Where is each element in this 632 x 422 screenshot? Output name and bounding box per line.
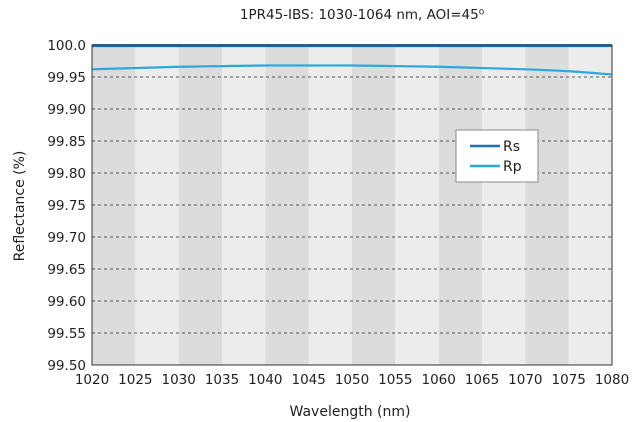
y-tick-labels: 99.50 99.55 99.60 99.65 99.70 99.75 99.80 99.85… [47, 38, 86, 374]
legend-box [455, 129, 539, 183]
chart-title: 1PR45-IBS: 1030-1064 nm, AOI=45⁰ [240, 7, 484, 23]
series-lines [91, 44, 613, 76]
x-tick-label: 1065 [465, 372, 499, 388]
y-tick-label: 99.80 [47, 166, 86, 182]
y-tick-label: 99.75 [47, 198, 86, 214]
x-tick-label: 1075 [551, 372, 585, 388]
y-tick-label: 99.85 [47, 134, 86, 150]
x-tick-label: 1030 [161, 372, 195, 388]
x-tick-label: 1055 [378, 372, 412, 388]
y-axis-title: Reflectance (%) [12, 151, 28, 262]
series-line-rp [91, 64, 613, 76]
legend-label-rs: Rs [503, 139, 520, 155]
x-tick-label: 1045 [291, 372, 325, 388]
x-tick-label: 1070 [508, 372, 542, 388]
x-axis-title: Wavelength (nm) [290, 404, 411, 420]
y-tick-label: 99.55 [47, 326, 86, 342]
y-tick-label: 99.95 [47, 70, 86, 86]
x-tick-label: 1080 [595, 372, 629, 388]
x-tick-label: 1050 [335, 372, 369, 388]
x-tick-label: 1025 [118, 372, 152, 388]
legend-label-rp: Rp [503, 159, 522, 175]
x-tick-label: 1060 [421, 372, 455, 388]
legend: Rs Rp [455, 129, 539, 183]
x-tick-labels: 1020 1025 1030 1035 1040 1045 1050 1055 1060 1065… [75, 372, 629, 388]
y-tick-label: 99.60 [47, 294, 86, 310]
y-tick-label: 99.90 [47, 102, 86, 118]
plot-frame [91, 44, 613, 366]
y-tick-label: 99.70 [47, 230, 86, 246]
y-tick-label: 99.65 [47, 262, 86, 278]
x-tick-label: 1040 [248, 372, 282, 388]
x-tick-label: 1035 [205, 372, 239, 388]
y-tick-label: 100.0 [47, 38, 86, 54]
y-tick-label: 99.50 [47, 358, 86, 374]
x-tick-label: 1020 [75, 372, 109, 388]
